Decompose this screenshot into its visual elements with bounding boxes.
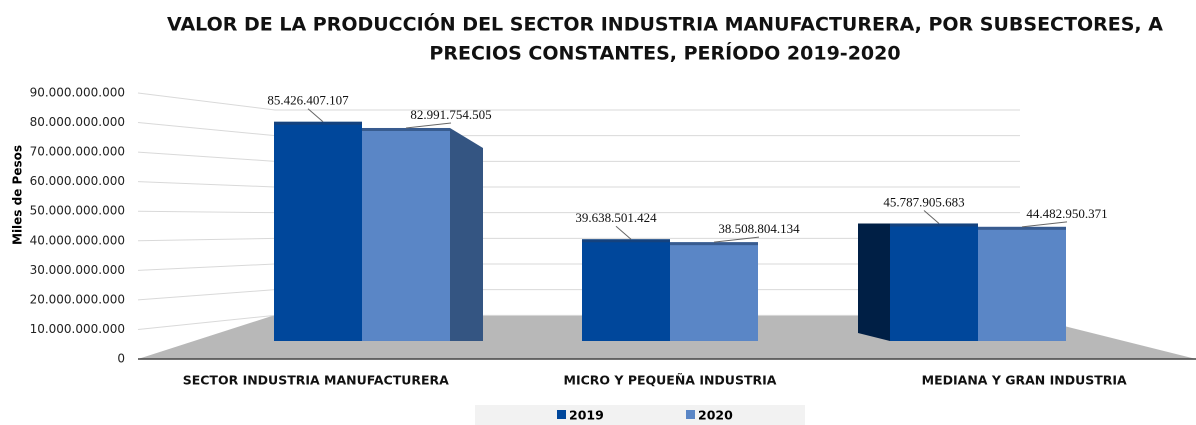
y-tick-label: 90.000.000.000: [30, 86, 125, 100]
data-label: 45.787.905.683: [883, 194, 964, 209]
bar-side: [858, 223, 890, 341]
grid-line: [137, 151, 1020, 162]
legend-label: 2020: [698, 408, 733, 423]
x-tick-label: SECTOR INDUSTRIA MANUFACTURERA: [183, 373, 449, 388]
x-tick-label: MEDIANA Y GRAN INDUSTRIA: [922, 373, 1127, 388]
x-tick-label: MICRO Y PEQUEÑA INDUSTRIA: [564, 373, 777, 388]
bar: [978, 226, 1066, 341]
y-tick-label: 40.000.000.000: [30, 233, 125, 247]
leader-line: [615, 225, 632, 240]
data-label: 39.638.501.424: [575, 210, 657, 225]
leader-line: [1021, 221, 1068, 228]
chart-title: VALOR DE LA PRODUCCIÓN DEL SECTOR INDUST…: [167, 12, 1163, 36]
bar-top: [890, 223, 978, 227]
legend-label: 2019: [569, 408, 604, 423]
data-label: 38.508.804.134: [718, 221, 800, 236]
grid-line: [137, 122, 1020, 137]
leader-line: [713, 236, 760, 243]
chart-title: PRECIOS CONSTANTES, PERÍODO 2019-2020: [429, 42, 900, 65]
bar: [362, 127, 450, 342]
bar: [582, 239, 670, 341]
data-label: 44.482.950.371: [1026, 206, 1107, 221]
bar: [670, 242, 758, 341]
bar-top: [582, 239, 670, 243]
legend-box: [475, 405, 805, 425]
bar-top: [274, 121, 362, 125]
data-label: 85.426.407.107: [267, 93, 349, 108]
y-tick-label: 80.000.000.000: [30, 115, 125, 129]
bar: [890, 223, 978, 341]
legend-swatch: [557, 410, 566, 419]
grid-line: [137, 92, 1020, 111]
y-tick-label: 10.000.000.000: [30, 322, 125, 336]
bar-side: [450, 127, 483, 342]
bar-top: [362, 127, 450, 131]
leader-line: [307, 108, 324, 123]
y-tick-label: 50.000.000.000: [30, 204, 125, 218]
y-tick-label: 20.000.000.000: [30, 292, 125, 306]
bar: [274, 121, 362, 341]
data-label: 82.991.754.505: [410, 107, 491, 122]
legend-swatch: [686, 410, 695, 419]
bar-top: [670, 242, 758, 246]
grid-line: [137, 181, 1020, 188]
y-tick-label: 30.000.000.000: [30, 263, 125, 277]
bar-top: [978, 226, 1066, 230]
leader-line: [923, 210, 940, 224]
y-axis-title: Miles de Pesos: [11, 145, 25, 245]
leader-line: [405, 122, 452, 129]
y-tick-label: 0: [117, 352, 125, 366]
y-tick-label: 70.000.000.000: [30, 145, 125, 159]
y-tick-label: 60.000.000.000: [30, 174, 125, 188]
